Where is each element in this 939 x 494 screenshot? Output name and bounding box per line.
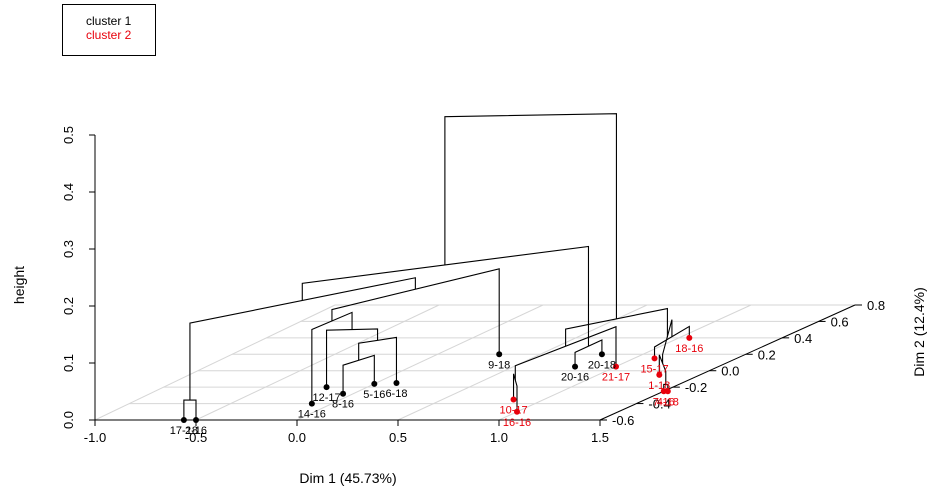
dendrogram-branch (358, 336, 398, 384)
y-tick-label: -0.4 (648, 397, 670, 412)
point-label: 20-18 (588, 359, 616, 371)
dendrogram-branches (183, 113, 690, 420)
dendrogram-branch (574, 339, 603, 367)
data-point-21-17 (613, 363, 619, 370)
data-point-2-16 (193, 417, 199, 423)
point-label: 14-16 (298, 409, 326, 421)
legend-item-cluster-2: cluster 2 (86, 28, 132, 42)
z-tick-label: 0.1 (61, 354, 76, 372)
legend-item-cluster-1: cluster 1 (86, 14, 132, 28)
data-point-8-16 (340, 390, 347, 397)
x-tick-label: -1.0 (84, 430, 106, 445)
x-axis-title: Dim 1 (45.73%) (299, 470, 396, 486)
data-point-17-18 (180, 417, 187, 423)
data-point-12-17 (323, 384, 330, 391)
floor-grid (94, 304, 856, 421)
y-axis-title: Dim 2 (12.4%) (911, 287, 927, 376)
x-tick-label: 1.5 (591, 430, 609, 445)
grid-line-x (195, 304, 440, 421)
data-point-14-16 (308, 400, 315, 407)
y-tick-label: -0.6 (612, 413, 634, 428)
point-label: 12-17 (312, 392, 340, 404)
grid-line-x (296, 304, 544, 421)
legend: cluster 1 cluster 2 (62, 4, 156, 56)
z-tick-label: 0.2 (61, 297, 76, 315)
point-label: 10-17 (499, 404, 527, 416)
point-label: 4-18 (657, 396, 679, 408)
data-point-10-17 (510, 396, 517, 403)
y-tick-label: 0.4 (794, 331, 812, 346)
grid-line-x (94, 304, 336, 421)
dendrogram-branch (331, 268, 500, 355)
point-label: 1-18 (648, 380, 670, 392)
data-point-5-16 (371, 380, 378, 387)
data-point-9-18 (496, 351, 503, 358)
data-point-4-18 (664, 388, 671, 395)
data-points (180, 334, 693, 423)
y-tick-label: 0.2 (758, 347, 776, 362)
point-label: 15-17 (640, 363, 668, 375)
point-label: 2-16 (185, 425, 207, 437)
dendrogram-branch (444, 113, 617, 319)
point-label: 21-17 (602, 372, 630, 384)
data-point-15-17 (651, 355, 658, 362)
point-label: 18-16 (675, 343, 703, 355)
point-label: 17-18 (170, 425, 198, 437)
point-label: 7-16 (653, 396, 675, 408)
data-point-20-18 (598, 351, 605, 358)
point-label: 9-18 (488, 359, 510, 371)
data-point-18-16 (686, 334, 693, 341)
y-tick-label: -0.2 (685, 380, 707, 395)
point-labels: 17-182-16 14-16 12-178-16 5-16 6-18 9-18 20-18… (170, 343, 704, 437)
x-tick-label: 0.0 (288, 430, 306, 445)
dendrogram-branch (662, 319, 673, 364)
x-tick-label: 0.5 (389, 430, 407, 445)
z-tick-label: 0.3 (61, 240, 76, 258)
data-point-6-18 (393, 380, 400, 387)
data-point-16-16 (514, 408, 520, 415)
data-point-1-18 (656, 371, 663, 378)
point-label: 8-16 (332, 399, 354, 411)
grid-line-x (498, 304, 752, 421)
dendrogram-branch (311, 311, 353, 404)
point-label: 16-16 (503, 417, 531, 429)
y-axis-line (599, 304, 856, 421)
y-tick-label: 0.6 (831, 314, 849, 329)
point-label: 5-16 (363, 389, 385, 401)
z-axis-title: height (11, 266, 27, 304)
y-tick-label: 0.8 (867, 298, 885, 313)
point-label: 6-18 (385, 388, 407, 400)
point-label: 20-16 (561, 372, 589, 384)
z-tick-label: 0.0 (61, 411, 76, 429)
data-point-20-16 (572, 363, 579, 370)
dendrogram-branch (325, 328, 379, 388)
z-tick-label: 0.5 (61, 126, 76, 144)
x-tick-label: -0.5 (185, 430, 207, 445)
y-tick-label: 0.0 (721, 364, 739, 379)
axes: -1.0 -0.5 0.0 0.5 1.0 1.5 Dim 1 (45.73%) -0.6 -0… (11, 126, 927, 486)
z-tick-label: 0.4 (61, 183, 76, 201)
dendrogram-branch (183, 399, 197, 420)
x-tick-label: 1.0 (490, 430, 508, 445)
